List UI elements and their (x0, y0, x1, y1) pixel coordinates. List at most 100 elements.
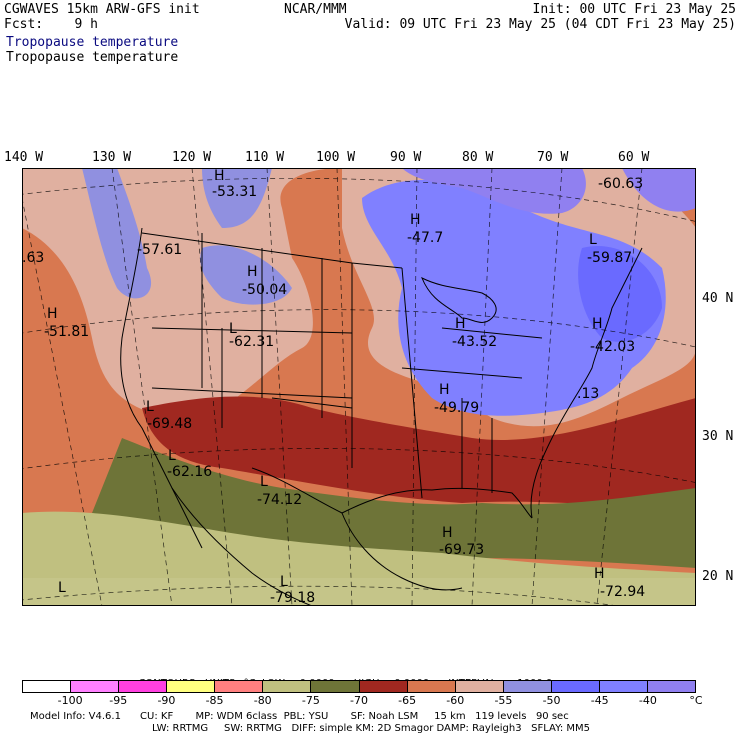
map-value: -62.31 (229, 334, 274, 350)
valid-time: Valid: 09 UTC Fri 23 May 25 (04 CDT Fri … (344, 17, 736, 32)
grid-line (22, 448, 696, 483)
color-bar-tick-label: -45 (590, 694, 609, 707)
color-bar-tick-label: -90 (157, 694, 176, 707)
color-swatch (551, 681, 600, 692)
model-title: CGWAVES 15km ARW-GFS init (4, 2, 200, 17)
map-marker: H (442, 525, 453, 541)
map-marker: H (439, 382, 450, 398)
map-marker: H (410, 212, 421, 228)
lon-label: 80 W (462, 150, 494, 165)
grid-line (471, 168, 493, 606)
color-swatch (263, 681, 312, 692)
map-value: -47.7 (407, 230, 443, 246)
map-marker: L (280, 574, 288, 590)
map-value: -42.03 (590, 339, 635, 355)
tropopause-temperature-map: H -53.31 -60.63 H -47.7 -57.61 H -50.04 … (22, 168, 696, 606)
map-value: -50.04 (242, 282, 287, 298)
map-value: -74.12 (257, 492, 302, 508)
color-bar-tick-label: -50 (542, 694, 561, 707)
fill-region (402, 168, 586, 214)
map-value: .13 (577, 386, 599, 402)
grid-line (336, 168, 353, 606)
map-value: -72.94 (600, 584, 645, 600)
map-marker: H (455, 316, 466, 332)
color-swatch (23, 681, 72, 692)
color-swatch (648, 681, 696, 692)
grid-line (111, 168, 173, 606)
fill-region (200, 245, 292, 305)
lon-label: 130 W (92, 150, 132, 165)
fill-region (578, 246, 662, 342)
mexico-coast (341, 512, 463, 591)
color-bar-tick-label: -40 (638, 694, 657, 707)
color-bar-tick-label: -100 (57, 694, 83, 707)
map-marker: H (214, 168, 225, 184)
color-bar-tick-label: -60 (446, 694, 465, 707)
map-value: -53.31 (212, 184, 257, 200)
lon-label: 70 W (537, 150, 569, 165)
color-swatch (311, 681, 360, 692)
great-lakes (421, 276, 497, 323)
fill-region (202, 168, 272, 228)
map-value: -60.63 (598, 176, 643, 192)
color-swatch (215, 681, 264, 692)
lon-label: 110 W (245, 150, 285, 165)
color-bar-tick-label: -75 (301, 694, 320, 707)
color-bar-tick-label: -85 (205, 694, 224, 707)
coastline-gulf (251, 467, 533, 519)
lat-label: 40 N (702, 291, 734, 306)
grid-line (22, 177, 696, 222)
color-swatch (167, 681, 216, 692)
color-bar-tick-label: -55 (494, 694, 513, 707)
color-bar-tick-label: -80 (253, 694, 272, 707)
map-value: -62.16 (167, 464, 212, 480)
grid-line (411, 168, 418, 606)
grid-line (22, 197, 103, 606)
field-name-colored: Tropopause temperature (6, 35, 179, 50)
color-swatch (71, 681, 120, 692)
model-info: Model Info: V4.6.1 CU: KF MP: WDM 6class… (30, 711, 569, 722)
color-bar (22, 680, 696, 693)
lat-label: 30 N (702, 429, 734, 444)
map-marker: H (247, 264, 258, 280)
color-swatch (455, 681, 504, 692)
grid-line (22, 585, 621, 606)
map-marker: L (260, 474, 268, 490)
map-marker: L (168, 448, 176, 464)
field-name: Tropopause temperature (6, 50, 179, 65)
fill-region (22, 238, 51, 378)
lon-label: 60 W (618, 150, 650, 165)
map-value: .63 (22, 250, 44, 266)
organization: NCAR/MMM (284, 2, 347, 17)
coastline (120, 227, 203, 549)
map-value: -69.73 (439, 542, 484, 558)
map-marker: L (229, 321, 237, 337)
fill-region (622, 168, 696, 212)
color-bar-tick-label: -65 (398, 694, 417, 707)
map-value: -51.81 (44, 324, 89, 340)
grid-line (22, 309, 696, 348)
color-swatch (119, 681, 168, 692)
map-marker: H (47, 306, 58, 322)
mexico-coast (171, 487, 313, 606)
map-value: -59.87 (587, 250, 632, 266)
color-swatch (503, 681, 552, 692)
forecast-hour: Fcst: 9 h (4, 17, 98, 32)
lon-label: 100 W (316, 150, 356, 165)
color-swatch (599, 681, 649, 692)
map-marker: L (146, 399, 154, 415)
map-marker: L (58, 580, 66, 596)
lon-label: 90 W (390, 150, 422, 165)
grid-line (266, 168, 293, 606)
physics-info: LW: RRTMG SW: RRTMG DIFF: simple KM: 2D … (152, 723, 591, 734)
fill-region (22, 578, 696, 606)
map-value: -43.52 (452, 334, 497, 350)
coastline-east (530, 247, 643, 519)
map-marker: L (589, 232, 597, 248)
map-value: -49.79 (434, 400, 479, 416)
fill-region (82, 168, 152, 299)
map-value: -69.48 (147, 416, 192, 432)
map-marker: H (592, 316, 603, 332)
color-bar-tick-label: -70 (350, 694, 368, 707)
map-value: -57.61 (137, 242, 182, 258)
